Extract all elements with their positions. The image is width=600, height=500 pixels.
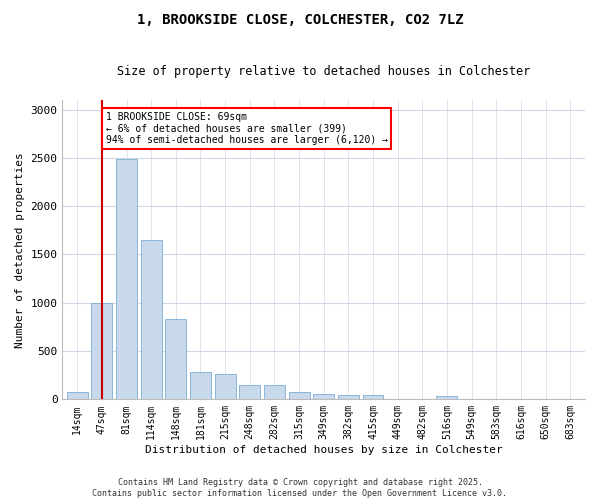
Bar (91, 303, 112, 400)
Title: Size of property relative to detached houses in Colchester: Size of property relative to detached ho… (117, 65, 530, 78)
Bar (338, 394, 359, 400)
Bar (140, 240, 161, 400)
Bar (436, 396, 457, 400)
Bar (289, 392, 310, 400)
Text: 1, BROOKSIDE CLOSE, COLCHESTER, CO2 7LZ: 1, BROOKSIDE CLOSE, COLCHESTER, CO2 7LZ (137, 12, 463, 26)
Text: Contains HM Land Registry data © Crown copyright and database right 2025.
Contai: Contains HM Land Registry data © Crown c… (92, 478, 508, 498)
Bar (313, 394, 334, 400)
Bar (264, 385, 285, 400)
Bar (166, 319, 186, 400)
Bar (67, 392, 88, 400)
Bar (239, 385, 260, 400)
Bar (215, 374, 236, 400)
Bar (362, 394, 383, 400)
Bar (116, 159, 137, 400)
X-axis label: Distribution of detached houses by size in Colchester: Distribution of detached houses by size … (145, 445, 503, 455)
Text: 1 BROOKSIDE CLOSE: 69sqm
← 6% of detached houses are smaller (399)
94% of semi-d: 1 BROOKSIDE CLOSE: 69sqm ← 6% of detache… (106, 112, 388, 145)
Y-axis label: Number of detached properties: Number of detached properties (15, 152, 25, 348)
Bar (190, 372, 211, 400)
